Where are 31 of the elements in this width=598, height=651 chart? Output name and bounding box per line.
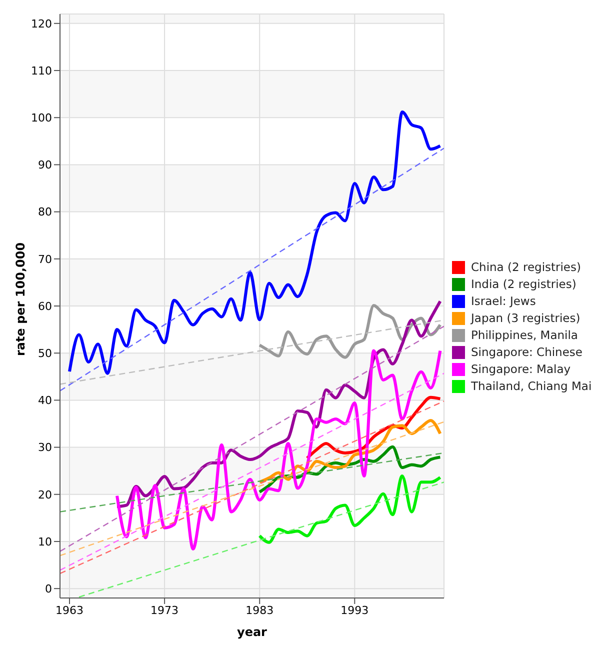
y-tick-label: 80	[38, 206, 52, 219]
x-tick-label: 1993	[340, 604, 369, 617]
y-axis-title: rate per 100,000	[13, 242, 28, 356]
y-tick-label: 70	[38, 252, 52, 266]
x-tick-label: 1963	[56, 604, 84, 617]
x-tick-label: 1973	[150, 604, 179, 617]
legend-label: Singapore: Malay	[471, 362, 571, 376]
legend-label: Israel: Jews	[471, 294, 536, 308]
y-tick-label: 60	[38, 300, 52, 313]
legend-label: Japan (3 registries)	[471, 311, 580, 325]
y-tick-label: 10	[38, 535, 52, 548]
y-tick-label: 50	[38, 347, 52, 360]
y-tick-label: 0	[45, 582, 52, 596]
y-tick-label: 30	[38, 441, 52, 454]
y-tick-label: 40	[38, 394, 52, 408]
legend-label: Singapore: Chinese	[471, 345, 582, 359]
line-series	[68, 110, 442, 375]
legend-label: China (2 registries)	[471, 260, 581, 274]
y-tick-label: 110	[31, 64, 52, 78]
legend-label: India (2 registries)	[471, 277, 576, 291]
y-tick-label: 100	[31, 112, 52, 125]
line-series	[258, 304, 442, 359]
x-tick-label: 1983	[246, 604, 274, 617]
legend-label: Thailand, Chiang Mai	[471, 379, 592, 393]
y-tick-label: 120	[31, 17, 52, 30]
y-tick-label: 90	[38, 158, 52, 172]
line-series	[258, 474, 442, 544]
legend-label: Philippines, Manila	[471, 328, 578, 342]
line-series	[116, 349, 442, 551]
y-tick-label: 20	[38, 488, 52, 502]
x-axis-title: year	[237, 625, 268, 639]
